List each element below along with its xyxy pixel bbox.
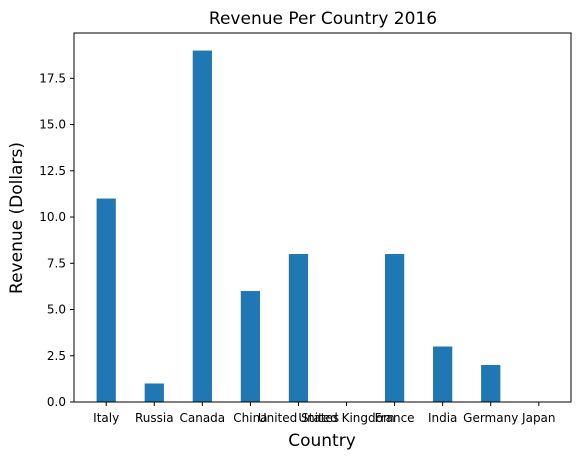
- x-tick-label: China: [233, 411, 267, 425]
- x-tick-label: Russia: [135, 411, 174, 425]
- x-tick-label: India: [428, 411, 457, 425]
- x-axis-label: Country: [288, 431, 356, 451]
- plot-frame: [73, 32, 572, 403]
- x-tick-label: France: [375, 411, 415, 425]
- y-tick-label: 5.0: [47, 303, 66, 317]
- bar-india: [433, 346, 453, 402]
- y-tick-label: 0.0: [47, 395, 66, 409]
- x-tick-label: Italy: [93, 411, 119, 425]
- bar-china: [240, 291, 261, 402]
- y-axis-label: Revenue (Dollars): [7, 142, 27, 294]
- x-tick-label: Canada: [179, 411, 225, 425]
- chart-title: Revenue Per Country 2016: [209, 9, 437, 29]
- y-tick-label: 2.5: [47, 349, 66, 363]
- y-tick-label: 10.0: [39, 210, 66, 224]
- y-tick-label: 15.0: [39, 118, 66, 132]
- bar-canada: [192, 50, 212, 402]
- bar-united-states: [288, 254, 309, 402]
- x-tick-label: United States: [258, 411, 339, 425]
- bar-germany: [481, 365, 501, 402]
- x-tick-label: Japan: [521, 411, 555, 425]
- bars-group: [96, 50, 501, 402]
- x-tick-label: Germany: [463, 411, 518, 425]
- bar-italy: [96, 198, 116, 402]
- bar-russia: [144, 383, 164, 402]
- x-tick-label: United Kingdom: [298, 411, 394, 425]
- y-tick-label: 12.5: [39, 164, 66, 178]
- y-tick-label: 7.5: [47, 256, 66, 270]
- y-tick-label: 17.5: [39, 71, 66, 85]
- y-ticks: 0.0 2.5 5.0 7.5 10.0 12.5 15.0 17.5: [39, 71, 74, 409]
- bar-france: [384, 254, 405, 402]
